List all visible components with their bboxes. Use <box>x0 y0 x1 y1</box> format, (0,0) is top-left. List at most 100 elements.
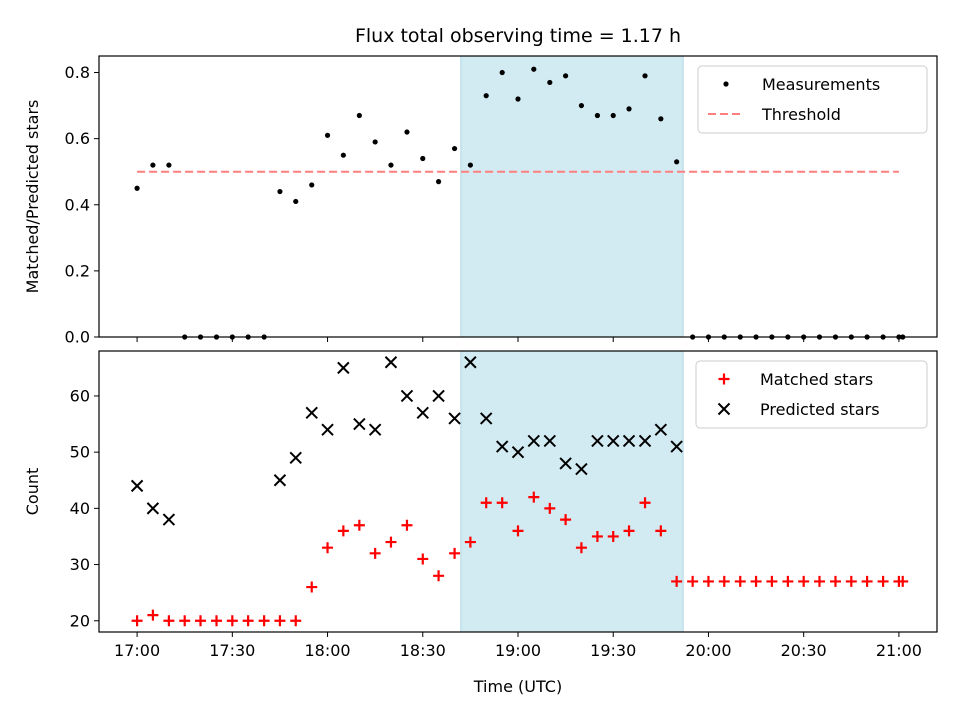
matched-stars-point <box>607 530 619 542</box>
matched-stars-point <box>671 575 683 587</box>
matched-stars-point <box>417 553 429 565</box>
matched-stars-point <box>258 615 270 627</box>
measurements-point <box>531 66 537 72</box>
matched-stars-point <box>242 615 254 627</box>
predicted-stars-point <box>353 417 366 431</box>
y-tick-label: 0.4 <box>65 195 90 214</box>
count-plot-frame <box>98 350 938 633</box>
matched-stars-point <box>496 497 508 509</box>
matched-stars-point <box>131 615 143 627</box>
legend-entry: Threshold <box>761 105 841 124</box>
matched-stars-point <box>369 547 381 559</box>
matched-stars-point <box>353 519 365 531</box>
legend-matched-stars-swatch <box>718 373 730 385</box>
matched-stars-point <box>179 615 191 627</box>
count-y-ticks: 20 30 40 50 60 <box>70 386 99 630</box>
x-tick-label: 20:30 <box>781 641 827 660</box>
matched-stars-point <box>337 525 349 537</box>
x-tick-label: 20:00 <box>685 641 731 660</box>
predicted-stars-point <box>479 412 493 425</box>
matched-stars-point <box>655 525 667 537</box>
ratio-legend: Measurements Threshold <box>697 65 928 134</box>
matched-stars-point <box>687 575 699 587</box>
matched-stars-point <box>274 615 286 627</box>
legend-entry: Matched stars <box>760 370 873 389</box>
predicted-stars-point <box>416 406 429 420</box>
measurements-point <box>658 116 664 122</box>
predicted-stars-point <box>289 451 302 464</box>
matched-stars-point <box>480 497 492 509</box>
measurements-point <box>340 152 346 158</box>
matched-stars-point <box>845 575 857 587</box>
measurements-point <box>515 96 521 102</box>
legend-box <box>697 65 928 134</box>
matched-stars-point <box>401 519 413 531</box>
predicted-stars-point <box>607 434 620 448</box>
matched-stars-point <box>322 542 334 554</box>
measurements-point <box>483 93 489 99</box>
matched-stars-point <box>544 502 556 514</box>
count-panel: 20 30 40 50 60 17:00 17:30 18:00 18:30 19:00 19:3… <box>23 350 938 696</box>
matched-stars-point <box>211 615 223 627</box>
matched-stars-point <box>813 575 825 587</box>
x-tick-label: 19:30 <box>590 641 636 660</box>
matched-stars-point <box>449 547 461 559</box>
matched-stars-point <box>575 542 587 554</box>
legend-box <box>695 360 928 429</box>
measurements-point <box>404 129 410 135</box>
matched-stars-point <box>734 575 746 587</box>
measurements-point <box>578 102 585 109</box>
matched-stars-point <box>877 575 889 587</box>
predicted-stars-point <box>495 440 509 453</box>
matched-stars-point <box>560 514 572 526</box>
matched-stars-point <box>464 536 476 548</box>
x-tick-label: 18:00 <box>304 641 350 660</box>
predicted-stars-point <box>559 457 572 470</box>
measurements-point <box>150 162 156 168</box>
matched-stars-point <box>702 575 714 587</box>
y-tick-label: 30 <box>70 555 90 574</box>
measurements-point <box>467 162 473 168</box>
measurements-point <box>293 198 299 205</box>
chart-title: Flux total observing time = 1.17 h <box>355 25 681 47</box>
matched-stars-point <box>195 615 207 627</box>
measurements-point <box>499 69 505 76</box>
matched-stars-point <box>861 575 873 587</box>
measurements-point <box>435 179 442 185</box>
count-legend: Matched stars Predicted stars <box>695 360 928 429</box>
predicted-stars-point <box>130 479 144 493</box>
matched-stars-point <box>385 536 397 548</box>
predicted-stars-point <box>448 412 461 425</box>
x-tick-label: 17:30 <box>209 641 255 660</box>
predicted-stars-point <box>464 356 477 369</box>
measurements-point <box>642 73 648 79</box>
legend-predicted-stars-swatch <box>717 402 731 416</box>
predicted-stars-point <box>305 406 318 420</box>
measurements-point <box>594 112 601 119</box>
matched-stars-point <box>163 615 175 627</box>
ratio-panel: 0.00.20.40.60.8 Matched/Predicted stars … <box>23 55 938 347</box>
legend-entry: Measurements <box>762 75 880 94</box>
predicted-stars-point <box>384 356 398 369</box>
matched-stars-point <box>433 570 445 582</box>
measurements-point <box>324 132 331 138</box>
matched-stars-point <box>512 525 524 537</box>
matched-stars-point <box>718 575 730 587</box>
predicted-stars-point <box>368 423 382 436</box>
count-x-ticks: 17:00 17:30 18:00 18:30 19:00 19:30 20:00 20:30… <box>114 632 922 660</box>
predicted-stars-point <box>591 434 604 448</box>
matched-stars-point <box>147 609 159 621</box>
predicted-stars-point <box>638 434 652 448</box>
y-tick-label: 20 <box>70 611 90 630</box>
y-tick-label: 0.0 <box>65 328 90 347</box>
measurements-point <box>547 79 553 86</box>
predicted-stars-point <box>400 389 414 403</box>
measurements-point <box>309 182 315 188</box>
predicted-stars-point <box>337 361 350 375</box>
legend-entry: Predicted stars <box>760 400 880 419</box>
matched-stars-point <box>750 575 762 587</box>
matched-stars-point <box>290 615 302 627</box>
y-tick-label: 0.8 <box>65 63 90 82</box>
x-tick-label: 17:00 <box>114 641 160 660</box>
